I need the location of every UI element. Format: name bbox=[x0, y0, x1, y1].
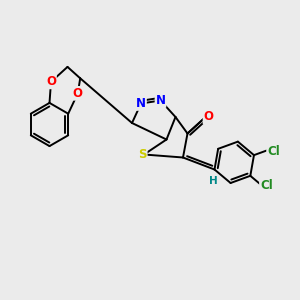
Text: S: S bbox=[138, 148, 147, 161]
Text: O: O bbox=[46, 75, 56, 88]
Text: N: N bbox=[155, 94, 166, 107]
Text: O: O bbox=[203, 110, 214, 124]
Text: O: O bbox=[73, 87, 83, 100]
Text: N: N bbox=[136, 97, 146, 110]
Text: Cl: Cl bbox=[267, 145, 280, 158]
Text: Cl: Cl bbox=[260, 179, 273, 192]
Text: H: H bbox=[208, 176, 217, 186]
